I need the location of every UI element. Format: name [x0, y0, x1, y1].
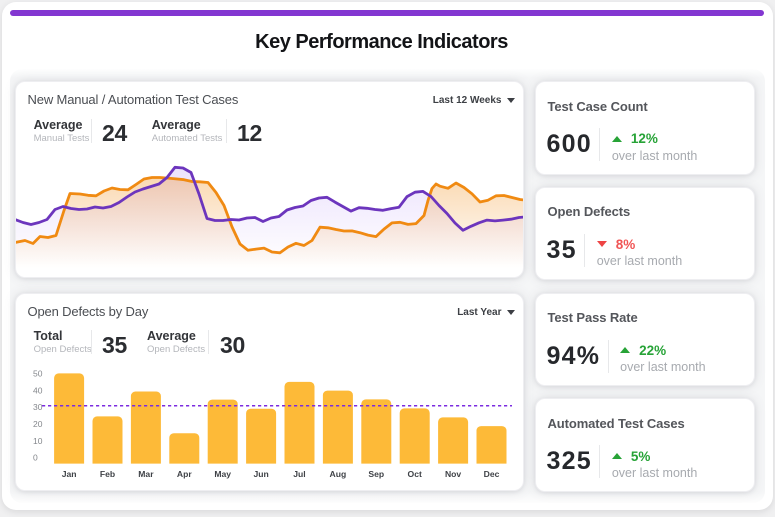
svg-text:50: 50: [33, 369, 43, 379]
svg-text:0: 0: [33, 453, 38, 463]
svg-text:Oct: Oct: [408, 469, 422, 479]
svg-text:Apr: Apr: [177, 469, 192, 479]
svg-text:Jul: Jul: [293, 469, 305, 479]
svg-text:May: May: [214, 469, 231, 479]
svg-text:20: 20: [33, 419, 43, 429]
svg-text:Mar: Mar: [138, 469, 154, 479]
svg-text:Feb: Feb: [100, 469, 115, 479]
svg-text:Aug: Aug: [330, 469, 347, 479]
svg-text:Sep: Sep: [368, 469, 384, 479]
svg-text:30: 30: [33, 402, 43, 412]
svg-text:40: 40: [33, 385, 43, 395]
svg-text:Nov: Nov: [445, 469, 461, 479]
svg-text:Jan: Jan: [62, 469, 77, 479]
svg-text:Dec: Dec: [484, 469, 500, 479]
svg-text:10: 10: [33, 436, 43, 446]
svg-text:Jun: Jun: [253, 469, 268, 479]
